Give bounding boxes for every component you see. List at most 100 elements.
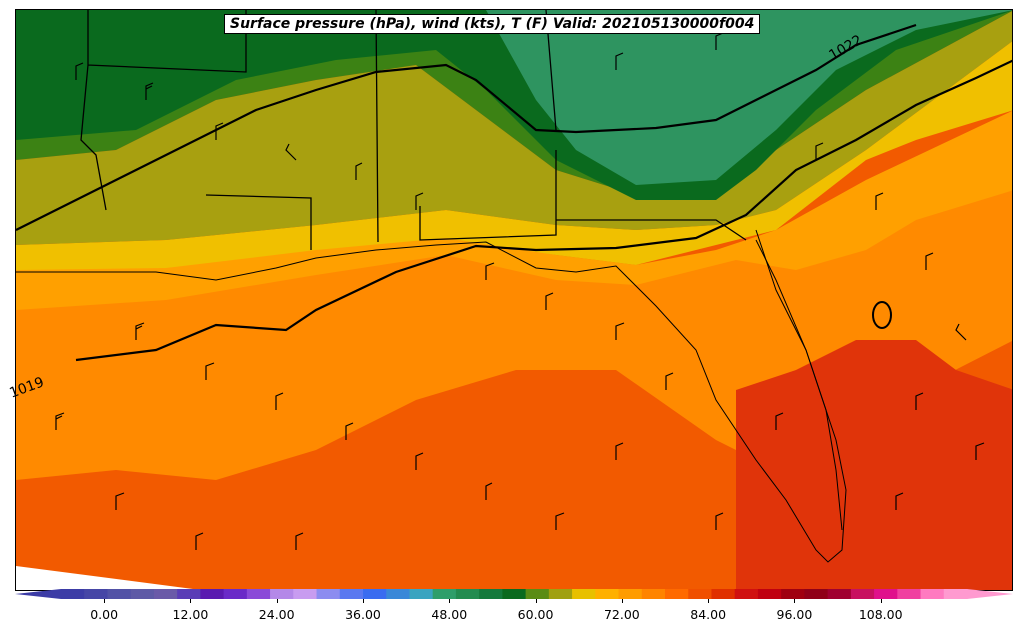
colorbar-segment [734, 589, 759, 599]
wind-barb [195, 532, 204, 550]
wind-barb [775, 412, 784, 430]
wind-barb [135, 322, 145, 340]
colorbar-segment [920, 589, 945, 599]
wind-barb [285, 143, 297, 161]
wind-barb [555, 512, 565, 530]
wind-barb [715, 512, 724, 530]
temperature-map [16, 10, 1012, 590]
wind-barb [615, 442, 624, 460]
colorbar-tick-label: 12.00 [172, 607, 209, 622]
colorbar-segment [107, 589, 132, 599]
colorbar-tick-label: 108.00 [858, 607, 903, 622]
colorbar-tick-label: 60.00 [517, 607, 554, 622]
wind-barb [815, 142, 824, 160]
colorbar-segment [363, 589, 387, 599]
wind-barb [115, 492, 125, 510]
colorbar-tick-label: 72.00 [603, 607, 640, 622]
colorbar-segment [386, 589, 410, 599]
wind-barb [615, 52, 624, 70]
colorbar-tick-label: 36.00 [345, 607, 381, 622]
colorbar-segment [270, 589, 294, 599]
wind-barb [545, 292, 554, 310]
wind-barb [485, 482, 493, 500]
colorbar-segment [618, 589, 643, 599]
colorbar-segment [850, 589, 875, 599]
colorbar-segment [897, 589, 922, 599]
isobar-1019 [75, 59, 1012, 362]
temp-band-lightorange [16, 110, 1012, 310]
colorbar-tick-mark [708, 599, 710, 603]
wind-barb [345, 422, 354, 440]
wind-barb [485, 262, 495, 280]
colorbar-extend-low [15, 589, 61, 599]
colorbar-tick-mark [449, 599, 451, 603]
colorbar-segment [665, 589, 689, 599]
wind-barb [895, 492, 904, 510]
colorbar-segment [130, 589, 155, 599]
colorbar-segment [502, 589, 527, 599]
colorbar-tick-mark [190, 599, 192, 603]
wind-barb [75, 62, 84, 80]
wind-barb [355, 162, 363, 180]
temp-band-olive [16, 11, 1012, 245]
wind-barb [915, 392, 924, 410]
wind-barb [295, 532, 304, 550]
map-title: Surface pressure (hPa), wind (kts), T (F… [224, 14, 761, 34]
wind-barb [925, 252, 934, 270]
colorbar-tick-mark [104, 599, 106, 603]
colorbar-segment [200, 589, 225, 599]
colorbar-segment [688, 589, 712, 599]
colorbar-tick-mark [880, 599, 882, 603]
wind-barb [275, 392, 284, 410]
colorbar-tick-label: 0.00 [90, 607, 119, 622]
wind-barb [615, 322, 625, 340]
colorbar-segment [246, 589, 271, 599]
colorbar-segment [455, 589, 480, 599]
colorbar-extend-high [967, 589, 1013, 599]
colorbar-segment [223, 589, 248, 599]
wind-barb [415, 192, 424, 210]
wind-barb [955, 323, 967, 341]
colorbar-segment [177, 589, 201, 599]
colorbar-segment [641, 589, 666, 599]
colorbar-segment [316, 589, 341, 599]
colorbar-tick-mark [621, 599, 623, 603]
colorbar-segment [757, 589, 782, 599]
colorbar-segment [711, 589, 736, 599]
colorbar-segment [548, 589, 573, 599]
colorbar-tick-label: 24.00 [258, 607, 295, 622]
wind-barbs [55, 32, 985, 550]
wind-barb [145, 82, 154, 100]
wind-barb [215, 122, 224, 140]
colorbar-segment [409, 589, 434, 599]
map-panel [15, 9, 1013, 591]
wind-barb [55, 412, 65, 430]
state-borders [80, 10, 747, 250]
colorbar-segment [61, 589, 85, 599]
colorbar-segment [153, 589, 178, 599]
coastline [16, 239, 847, 563]
colorbar-segment [595, 589, 620, 599]
colorbar-segment [84, 589, 108, 599]
colorbar-segment [874, 589, 898, 599]
colorbar-segment [479, 589, 503, 599]
colorbar-segment [827, 589, 852, 599]
colorbar-segment [432, 589, 457, 599]
wind-barb [205, 362, 215, 380]
temp-band-seagreen [486, 10, 1012, 185]
florida-east-coast [755, 229, 843, 531]
colorbar-tick-label: 48.00 [431, 607, 468, 622]
colorbar-segment [804, 589, 829, 599]
isobar-closed-low [872, 301, 892, 329]
temperature-colorbar [15, 589, 1013, 599]
wind-barb [875, 192, 884, 210]
colorbar-tick-mark [363, 599, 364, 603]
colorbar-segment [525, 589, 550, 599]
colorbar-tick-label: 96.00 [776, 607, 813, 622]
colorbar-tick-mark [794, 599, 796, 603]
colorbar-tick-mark [535, 599, 537, 603]
colorbar-segment [339, 589, 364, 599]
colorbar-segment [293, 589, 318, 599]
colorbar-segment [943, 589, 968, 599]
temp-band-yellow [16, 41, 1012, 270]
